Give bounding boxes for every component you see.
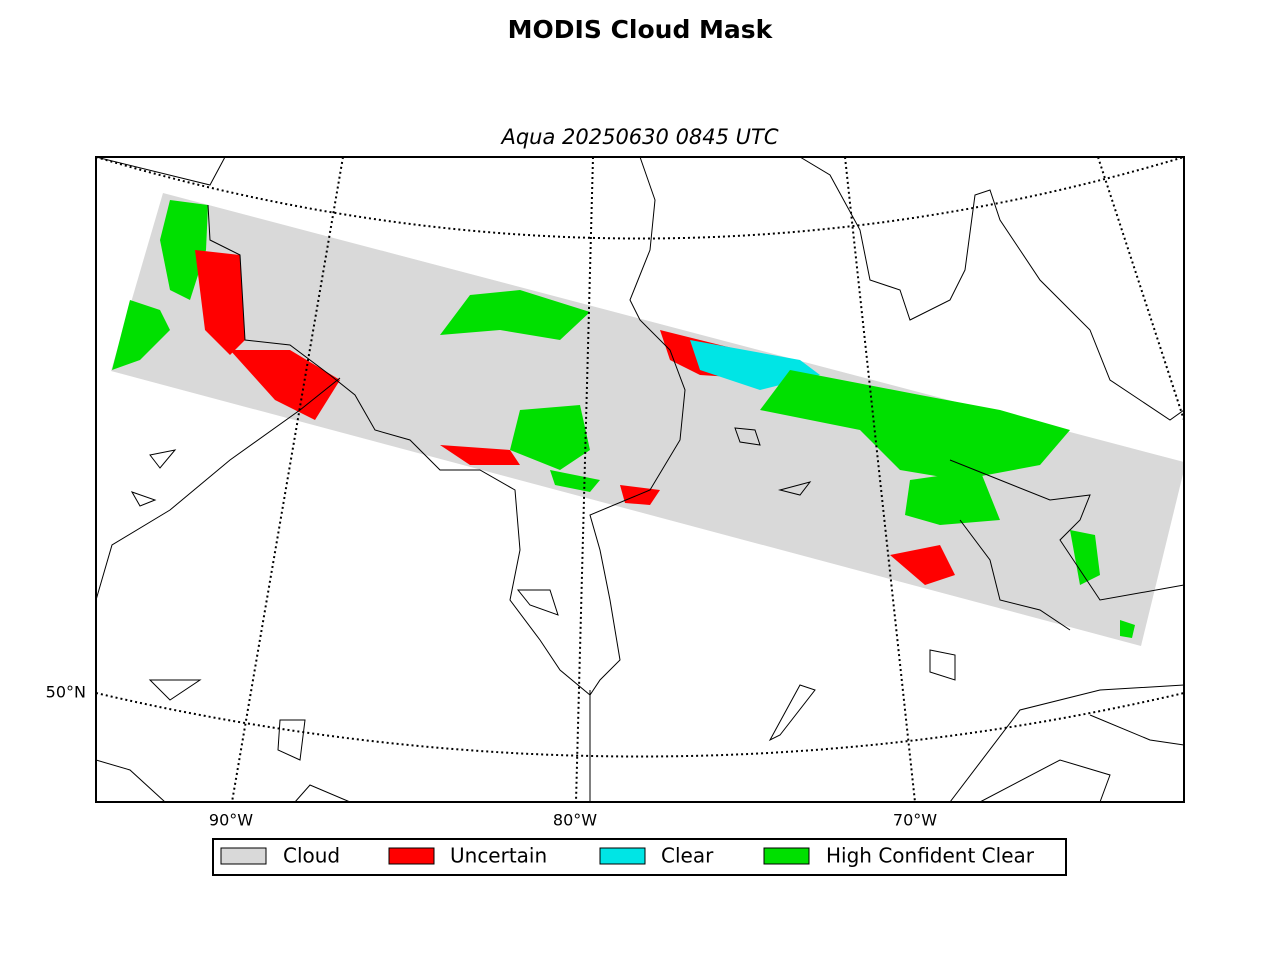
legend-label: High Confident Clear	[826, 844, 1035, 868]
lon-label: 80°W	[553, 811, 597, 830]
clear-region	[160, 200, 208, 300]
legend: Cloud Uncertain Clear High Confident Cle…	[212, 838, 1067, 876]
uncertain-region	[440, 445, 520, 465]
lon-label: 70°W	[893, 811, 937, 830]
clear-region	[905, 470, 1000, 525]
map	[96, 157, 1184, 802]
legend-swatch	[599, 847, 646, 865]
clear-region	[510, 405, 590, 470]
clear-region	[112, 300, 170, 370]
legend-label: Uncertain	[450, 844, 547, 868]
lon-label: 90°W	[209, 811, 253, 830]
legend-swatch	[388, 847, 435, 865]
subtitle: Aqua 20250630 0845 UTC	[499, 125, 778, 149]
clear-region	[550, 470, 600, 492]
clear-region	[1070, 530, 1100, 585]
title: MODIS Cloud Mask	[508, 15, 774, 44]
swath	[111, 193, 1184, 646]
graticule	[96, 157, 1184, 802]
legend-swatch	[763, 847, 810, 865]
legend-label: Clear	[661, 844, 714, 868]
map-frame	[95, 156, 1185, 803]
legend-label: Cloud	[283, 844, 340, 868]
uncertain-region	[195, 250, 245, 355]
legend-swatch	[220, 847, 267, 865]
lat-label: 50°N	[46, 683, 86, 702]
classified-pixels	[112, 200, 1135, 638]
clear-region	[760, 370, 1070, 480]
uncertain-region	[230, 350, 340, 420]
clear-region	[1120, 620, 1135, 638]
coastlines	[96, 157, 1184, 802]
clear-region	[440, 290, 590, 340]
uncertain-region	[890, 545, 955, 585]
